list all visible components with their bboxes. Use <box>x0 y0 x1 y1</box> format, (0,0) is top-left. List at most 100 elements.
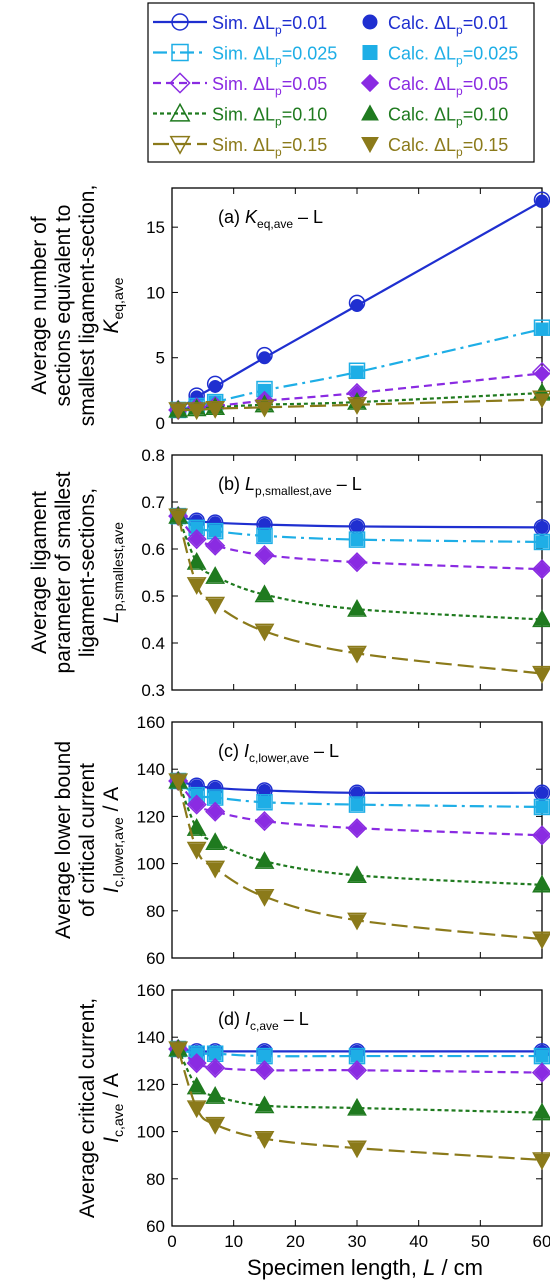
calc-point <box>535 194 549 208</box>
legend-sim-label: Sim. ΔLp=0.05 <box>212 74 327 98</box>
y-axis-label-line: Average lower bound <box>52 741 75 939</box>
calc-point <box>349 647 365 662</box>
legend-sim-marker-icon <box>169 102 191 122</box>
sim-point <box>168 1041 189 1060</box>
sim-point <box>254 1095 275 1114</box>
calc-point <box>534 561 550 578</box>
sim-point <box>186 1076 207 1095</box>
y-tick-label: 80 <box>146 1170 165 1189</box>
calc-point <box>349 1062 365 1079</box>
sim-point <box>256 527 273 545</box>
series-4 <box>168 773 550 950</box>
y-tick-label: 120 <box>137 807 165 826</box>
calc-point <box>534 876 550 891</box>
legend-row: Sim. ΔLp=0.01 Calc. ΔLp=0.01 <box>153 13 508 37</box>
calc-point <box>534 827 550 844</box>
legend-sim-label: Sim. ΔLp=0.025 <box>212 44 337 68</box>
legend: Sim. ΔLp=0.01 Calc. ΔLp=0.01 Sim. ΔLp=0.02… <box>147 2 535 163</box>
calc-point <box>349 914 365 929</box>
sim-point <box>205 400 226 419</box>
legend-sim-marker-icon <box>171 43 189 62</box>
y-tick-label: 0.6 <box>141 540 165 559</box>
legend-sim-marker-icon <box>169 135 191 155</box>
sim-point <box>347 1097 367 1116</box>
y-tick-label: 160 <box>137 981 165 1000</box>
legend-calc-label: Calc. ΔLp=0.05 <box>388 74 508 98</box>
calc-point <box>535 800 549 814</box>
legend-sim-label: Sim. ΔLp=0.01 <box>212 13 327 37</box>
calc-point <box>188 1101 205 1116</box>
calc-point <box>256 1097 273 1112</box>
x-axis-label: Specimen length, L / cm <box>247 1255 483 1280</box>
y-tick-label: 0.7 <box>141 493 165 512</box>
legend-row: Sim. ΔLp=0.05 Calc. ΔLp=0.05 <box>153 72 508 98</box>
x-tick-label: 30 <box>348 1232 367 1251</box>
calc-point <box>534 365 550 382</box>
sim-point <box>347 1140 367 1159</box>
legend-calc-marker-icon <box>361 104 379 121</box>
calc-point <box>256 625 273 640</box>
sim-point <box>531 1062 550 1083</box>
sim-point <box>186 794 207 815</box>
legend-sim-label: Sim. ΔLp=0.15 <box>212 135 327 159</box>
sim-point <box>347 397 367 415</box>
sim-point <box>532 931 550 950</box>
sim-point <box>532 665 550 684</box>
y-axis-label-variable: Ic,ave / A <box>100 1073 126 1143</box>
sim-point <box>254 1060 275 1081</box>
calc-point <box>534 667 550 682</box>
calc-point <box>207 568 223 583</box>
calc-point <box>208 524 222 538</box>
panel-title: (b) Lp,smallest,ave – L <box>218 474 362 498</box>
chart-panel-c: 60 80 100 120 140 160 (c) Ic,lower,ave – L Aver… <box>52 713 550 968</box>
calc-point <box>256 401 273 416</box>
sim-point <box>254 545 275 566</box>
calc-point <box>207 598 223 613</box>
sim-point <box>346 818 368 839</box>
calc-point <box>188 1078 205 1093</box>
y-tick-label: 0.5 <box>141 587 165 606</box>
calc-point <box>256 890 273 905</box>
calc-point <box>188 578 205 593</box>
calc-point <box>188 1055 205 1072</box>
series-0 <box>169 507 550 536</box>
calc-point <box>535 520 549 534</box>
legend-calc-label: Calc. ΔLp=0.15 <box>388 135 508 159</box>
calc-point <box>349 601 365 616</box>
calc-point <box>349 820 365 837</box>
legend-row: Sim. ΔLp=0.10 Calc. ΔLp=0.10 <box>153 102 508 129</box>
y-axis-label-line: Average critical current, <box>76 998 99 1218</box>
calc-point <box>256 586 273 601</box>
calc-point <box>258 351 271 365</box>
sim-point <box>532 874 550 893</box>
sim-point <box>348 796 366 813</box>
x-tick-label: 40 <box>409 1232 428 1251</box>
calc-point <box>208 379 222 393</box>
sim-point <box>254 811 275 832</box>
legend-calc-label: Calc. ΔLp=0.01 <box>388 13 508 37</box>
y-axis-label-line: Average ligament <box>28 491 51 654</box>
sim-point <box>347 598 367 617</box>
sim-point <box>254 1131 275 1149</box>
legend-box <box>147 2 535 163</box>
sim-point <box>205 860 226 879</box>
calc-point <box>207 834 223 849</box>
y-tick-label: 160 <box>137 713 165 732</box>
panel-title: (c) Ic,lower,ave – L <box>218 741 339 765</box>
y-axis-label-line: smallest ligament-section, <box>76 185 99 427</box>
y-axis-label-variable: Ic,lower,ave / A <box>100 787 126 893</box>
y-axis-label-line: sections equivalent to <box>52 205 75 407</box>
sim-point <box>205 801 226 822</box>
series-0 <box>169 772 550 802</box>
x-axis-label-unit: / cm <box>435 1255 483 1280</box>
y-axis-label-line: ligament-sections, <box>76 488 99 657</box>
calc-point <box>534 933 550 948</box>
series-4 <box>168 508 550 684</box>
y-tick-label: 60 <box>146 1217 165 1236</box>
x-tick-label: 50 <box>471 1232 490 1251</box>
calc-point <box>258 529 271 543</box>
calc-point <box>188 554 205 569</box>
sim-point <box>346 552 368 573</box>
x-tick-label: 0 <box>167 1232 176 1251</box>
y-tick-label: 120 <box>137 1075 165 1094</box>
